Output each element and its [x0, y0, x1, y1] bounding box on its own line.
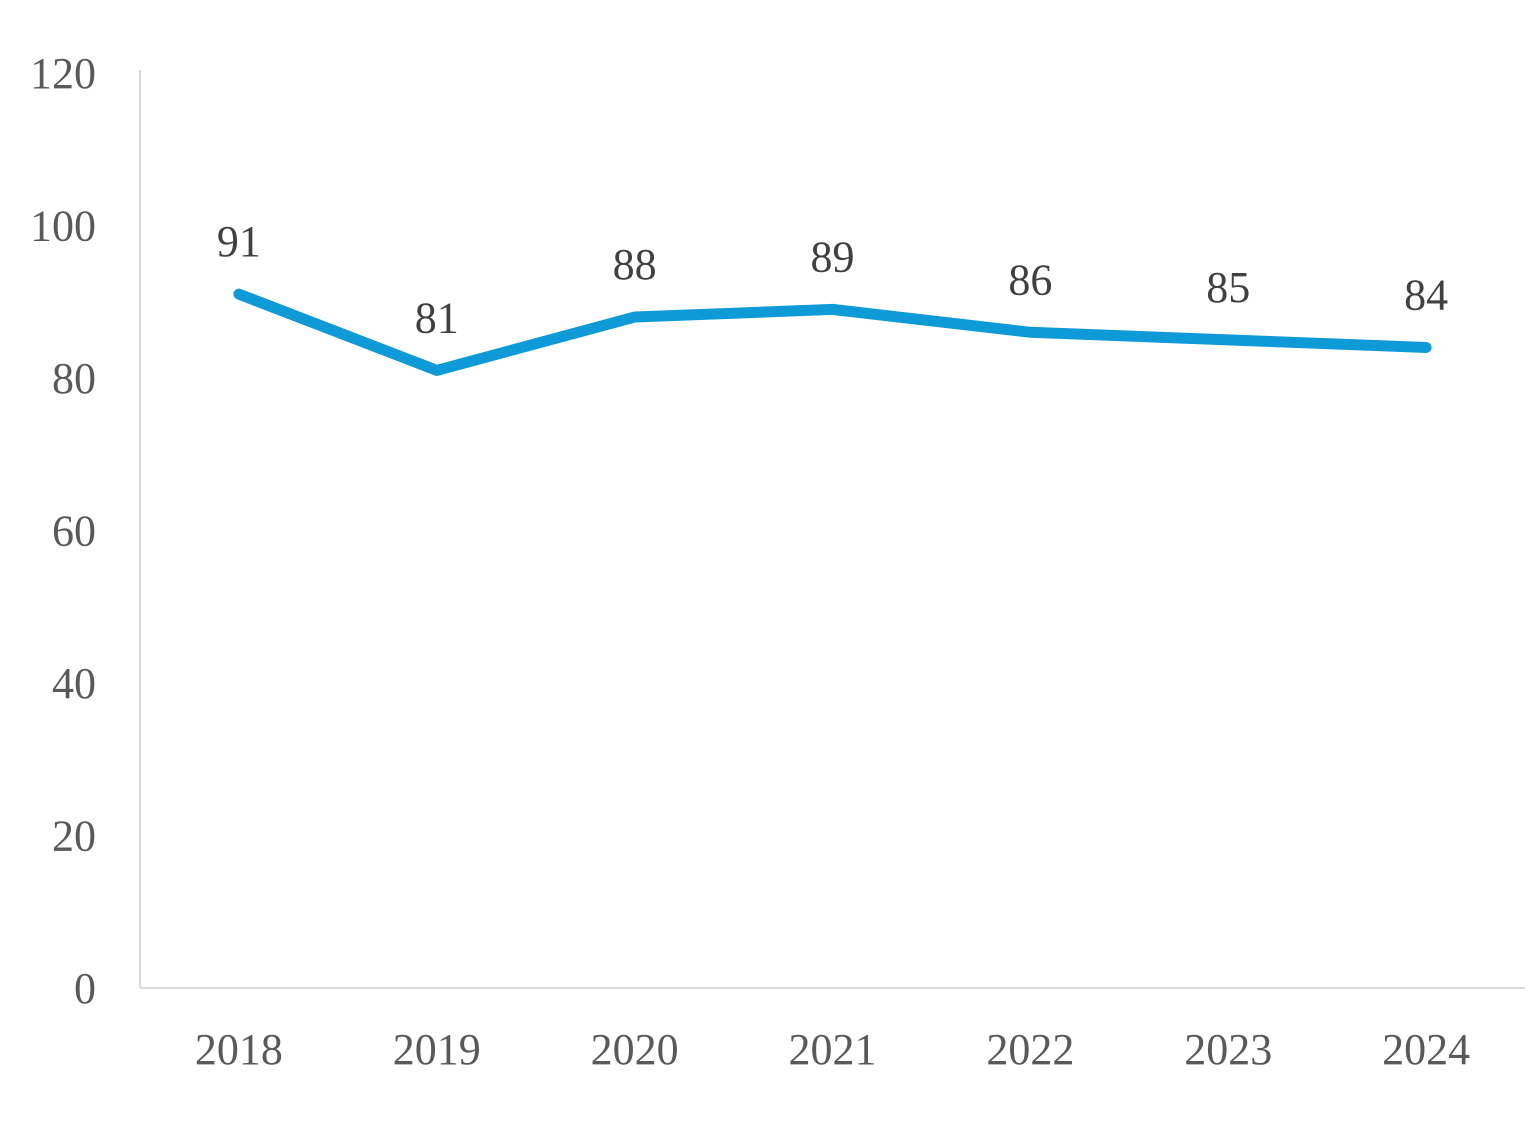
x-axis-ticks: 2018 2019 2020 2021 2022 2023 2024 [195, 1025, 1470, 1074]
y-tick-label: 60 [52, 507, 96, 556]
x-tick-label: 2023 [1184, 1025, 1272, 1074]
y-tick-label: 40 [52, 659, 96, 708]
y-tick-label: 120 [30, 49, 96, 98]
data-point [634, 316, 636, 318]
data-label: 81 [415, 293, 459, 342]
x-tick-label: 2021 [789, 1025, 877, 1074]
axes [139, 70, 1525, 989]
data-point [436, 369, 438, 371]
y-tick-label: 80 [52, 354, 96, 403]
data-label: 86 [1008, 255, 1052, 304]
data-point [832, 308, 833, 310]
data-labels: 91 81 88 89 86 85 84 [217, 217, 1448, 342]
x-tick-label: 2020 [591, 1025, 679, 1074]
data-point [1425, 347, 1427, 348]
data-label: 91 [217, 217, 261, 266]
series-layer [233, 288, 1432, 376]
x-tick-label: 2018 [195, 1025, 283, 1074]
y-tick-label: 20 [52, 812, 96, 861]
x-tick-label: 2022 [986, 1025, 1074, 1074]
y-axis-ticks: 0 20 40 60 80 100 120 [30, 49, 96, 1013]
data-label: 89 [811, 232, 855, 281]
data-label: 88 [613, 240, 657, 289]
y-tick-label: 100 [30, 202, 96, 251]
x-tick-label: 2024 [1382, 1025, 1470, 1074]
data-point [1227, 339, 1229, 341]
x-tick-label: 2019 [393, 1025, 481, 1074]
data-label: 84 [1404, 271, 1448, 320]
y-tick-label: 0 [74, 964, 96, 1013]
data-point [238, 293, 240, 295]
data-label: 85 [1206, 263, 1250, 312]
data-point [1029, 331, 1031, 333]
